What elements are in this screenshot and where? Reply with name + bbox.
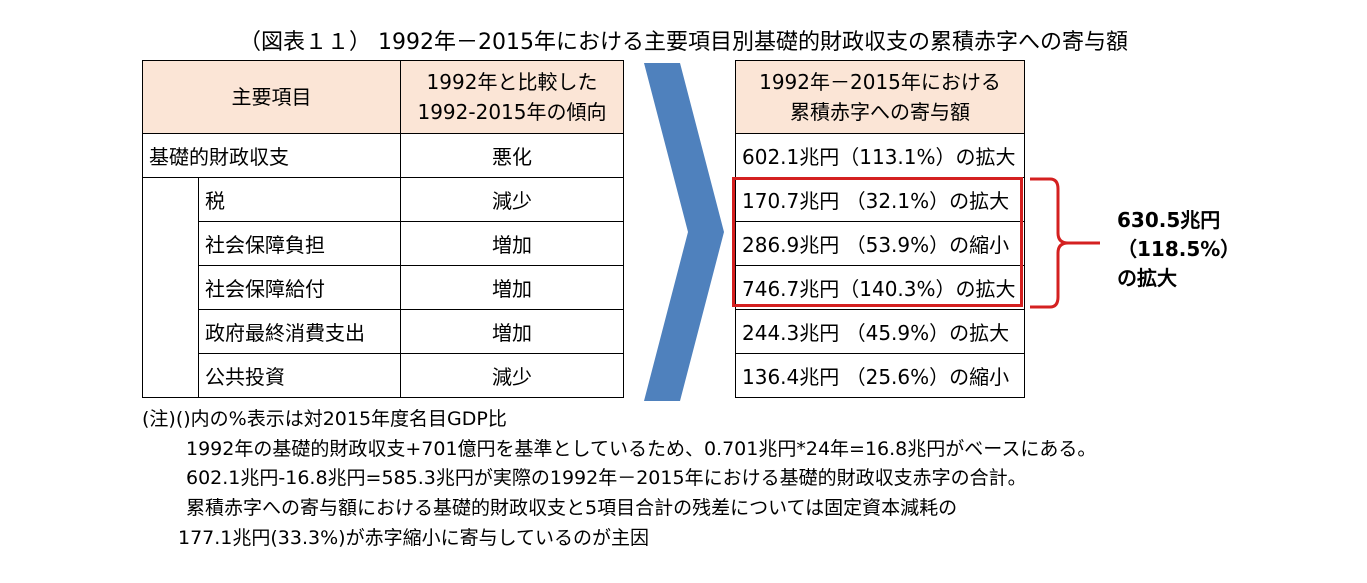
highlight-box	[732, 177, 1023, 307]
callout-total: 630.5兆円 （118.5%） の拡大	[1117, 206, 1240, 293]
contribution-value: 136.4兆円 （25.6%）の縮小	[735, 353, 1025, 398]
indent-cell	[142, 221, 199, 266]
indent-cell	[142, 309, 199, 354]
callout-label: の拡大	[1117, 266, 1177, 290]
row-item: 税	[198, 177, 401, 222]
row-item: 社会保障負担	[198, 221, 401, 266]
contribution-table: 1992年－2015年における 累積赤字への寄与額 602.1兆円（113.1%…	[735, 60, 1025, 398]
row-item: 社会保障給付	[198, 265, 401, 310]
callout-amount: 630.5兆円	[1117, 208, 1221, 232]
header-trend: 1992年と比較した 1992-2015年の傾向	[400, 60, 624, 134]
header-contribution: 1992年－2015年における 累積赤字への寄与額	[735, 60, 1025, 134]
contribution-value: 244.3兆円 （45.9%）の拡大	[735, 309, 1025, 354]
row-item: 基礎的財政収支	[142, 133, 401, 178]
contribution-value: 602.1兆円（113.1%）の拡大	[735, 133, 1025, 178]
header-item: 主要項目	[142, 60, 401, 134]
indent-cell	[142, 265, 199, 310]
row-trend: 増加	[400, 309, 624, 354]
row-item: 政府最終消費支出	[198, 309, 401, 354]
curly-brace-icon	[1030, 177, 1100, 309]
note-line: 累積赤字への寄与額における基礎的財政収支と5項目合計の残差については固定資本減耗…	[186, 497, 958, 519]
row-item: 公共投資	[198, 353, 401, 398]
contribution-value: 170.7兆円 （32.1%）の拡大	[735, 177, 1025, 222]
callout-percent: （118.5%）	[1117, 237, 1241, 261]
note-line: 1992年の基礎的財政収支+701億円を基準としているため、0.701兆円*24…	[186, 438, 1097, 460]
page-title: （図表１１） 1992年－2015年における主要項目別基礎的財政収支の累積赤字へ…	[239, 30, 1128, 55]
row-trend: 悪化	[400, 133, 624, 178]
trend-table: 主要項目 1992年と比較した 1992-2015年の傾向 基礎的財政収支 悪化…	[142, 60, 624, 398]
note-line: 177.1兆円(33.3%)が赤字縮小に寄与しているのが主因	[178, 527, 650, 549]
right-arrow-icon	[644, 63, 724, 401]
row-trend: 増加	[400, 221, 624, 266]
note-line: 602.1兆円-16.8兆円=585.3兆円が実際の1992年－2015年におけ…	[186, 467, 1027, 489]
contribution-value: 746.7兆円（140.3%）の拡大	[735, 265, 1025, 310]
row-trend: 減少	[400, 177, 624, 222]
indent-cell	[142, 177, 199, 222]
row-trend: 減少	[400, 353, 624, 398]
note-line: (注)()内の%表示は対2015年度名目GDP比	[142, 408, 507, 430]
indent-cell	[142, 353, 199, 398]
row-trend: 増加	[400, 265, 624, 310]
